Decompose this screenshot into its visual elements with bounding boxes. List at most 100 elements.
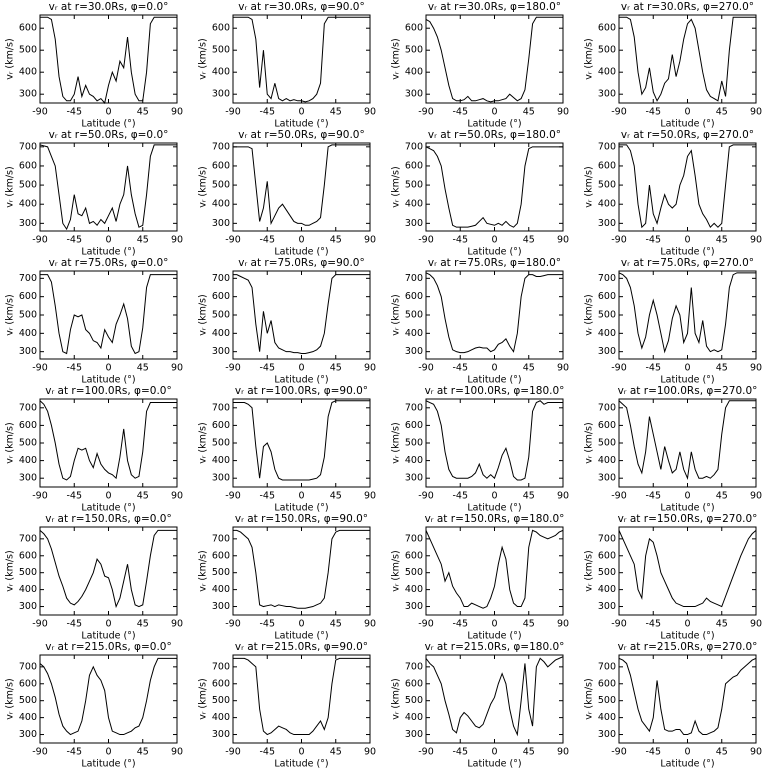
x-axis-label: Latitude (°) — [81, 247, 135, 258]
y-tick-label: 600 — [598, 550, 616, 561]
panel: vᵣ at r=75.0Rs, φ=180.0° -90 -45 0 45 90 300 40… — [391, 257, 570, 386]
y-tick-label: 700 — [598, 661, 616, 672]
plot-frame — [618, 654, 757, 744]
panel: vᵣ at r=100.0Rs, φ=270.0° -90 -45 0 45 90 300 4… — [584, 385, 763, 514]
x-tick-label: 90 — [364, 619, 376, 630]
panel: vᵣ at r=30.0Rs, φ=90.0° -90 -45 0 45 90 300 400… — [198, 1, 377, 130]
y-tick-label: 500 — [598, 438, 616, 449]
y-tick-label: 300 — [405, 346, 423, 357]
chart-title: vᵣ at r=100.0Rs, φ=180.0° — [425, 385, 565, 397]
x-tick-label: -90 — [32, 363, 48, 374]
y-tick-label: 400 — [598, 712, 616, 723]
x-tick-label: 0 — [298, 747, 304, 758]
y-tick-label: 500 — [19, 45, 37, 56]
y-axis-label: vᵣ (km/s) — [5, 550, 16, 591]
y-tick-label: 500 — [405, 180, 423, 191]
y-tick-label: 400 — [598, 67, 616, 78]
y-tick-label: 600 — [19, 678, 37, 689]
x-tick-label: 45 — [716, 619, 728, 630]
data-line — [39, 400, 177, 481]
data-line — [425, 146, 563, 228]
panel: vᵣ at r=215.0Rs, φ=90.0° -90 -45 0 45 90 300 40… — [198, 641, 377, 768]
x-tick-label: 0 — [298, 491, 304, 502]
plot-frame — [618, 270, 757, 360]
x-tick-label: 45 — [716, 235, 728, 246]
x-tick-label: 0 — [105, 619, 111, 630]
chart-title: vᵣ at r=50.0Rs, φ=180.0° — [428, 129, 561, 141]
x-tick-label: -90 — [611, 107, 627, 118]
y-axis-label: vᵣ (km/s) — [5, 422, 16, 463]
panel: vᵣ at r=150.0Rs, φ=90.0° -90 -45 0 45 90 300 40… — [198, 513, 377, 642]
y-tick-label: 600 — [405, 420, 423, 431]
x-tick-label: 45 — [716, 747, 728, 758]
y-tick-label: 700 — [19, 273, 37, 284]
x-tick-label: 90 — [171, 619, 183, 630]
x-tick-label: 90 — [171, 107, 183, 118]
x-tick-label: 0 — [491, 363, 497, 374]
y-tick-label: 400 — [212, 712, 230, 723]
x-tick-label: 45 — [523, 619, 535, 630]
x-tick-label: -90 — [225, 491, 241, 502]
panel: vᵣ at r=50.0Rs, φ=180.0° -90 -45 0 45 90 300 40… — [391, 129, 570, 258]
x-tick-label: 45 — [137, 235, 149, 246]
y-tick-label: 500 — [405, 310, 423, 321]
x-tick-label: 90 — [364, 235, 376, 246]
y-tick-label: 700 — [19, 533, 37, 544]
y-tick-label: 300 — [212, 218, 230, 229]
y-tick-label: 700 — [405, 661, 423, 672]
plot-frame — [39, 270, 178, 360]
y-tick-label: 400 — [405, 199, 423, 210]
y-tick-label: 300 — [212, 473, 230, 484]
y-tick-label: 700 — [405, 273, 423, 284]
plot-frame — [618, 398, 757, 488]
x-tick-label: -45 — [452, 363, 468, 374]
chart-title: vᵣ at r=30.0Rs, φ=270.0° — [621, 1, 754, 13]
y-tick-label: 300 — [598, 601, 616, 612]
y-tick-label: 300 — [19, 601, 37, 612]
y-tick-label: 600 — [212, 550, 230, 561]
y-tick-label: 700 — [212, 533, 230, 544]
y-tick-label: 500 — [212, 180, 230, 191]
data-line — [39, 529, 177, 609]
y-axis-label: vᵣ (km/s) — [584, 294, 595, 335]
y-tick-label: 700 — [212, 273, 230, 284]
x-tick-label: 45 — [330, 235, 342, 246]
plot-frame — [232, 398, 371, 488]
data-line — [618, 272, 756, 354]
x-axis-label: Latitude (°) — [81, 503, 135, 514]
panel: vᵣ at r=30.0Rs, φ=270.0° -90 -45 0 45 90 300 40… — [584, 1, 763, 130]
y-tick-label: 300 — [598, 346, 616, 357]
x-tick-label: -45 — [259, 619, 275, 630]
x-tick-label: -45 — [645, 235, 661, 246]
x-tick-label: -90 — [225, 363, 241, 374]
y-tick-label: 600 — [19, 160, 37, 171]
x-tick-label: 0 — [684, 619, 690, 630]
x-tick-label: -90 — [225, 107, 241, 118]
y-tick-label: 300 — [405, 601, 423, 612]
panel: vᵣ at r=30.0Rs, φ=0.0° -90 -45 0 45 90 300 400 5… — [5, 1, 184, 130]
x-tick-label: 45 — [523, 747, 535, 758]
x-axis-label: Latitude (°) — [467, 503, 521, 514]
panel: vᵣ at r=215.0Rs, φ=270.0° -90 -45 0 45 90 300 4… — [584, 641, 763, 768]
x-axis-label: Latitude (°) — [660, 631, 714, 642]
x-tick-label: 0 — [491, 107, 497, 118]
x-tick-label: 90 — [750, 619, 762, 630]
plot-frame — [39, 14, 178, 104]
x-tick-label: 90 — [750, 491, 762, 502]
x-axis-label: Latitude (°) — [660, 759, 714, 768]
panel: vᵣ at r=150.0Rs, φ=180.0° -90 -45 0 45 90 300 4… — [391, 513, 570, 642]
x-tick-label: 0 — [491, 235, 497, 246]
x-tick-label: 0 — [298, 107, 304, 118]
y-tick-label: 500 — [19, 695, 37, 706]
x-tick-label: -45 — [645, 619, 661, 630]
panel: vᵣ at r=100.0Rs, φ=90.0° -90 -45 0 45 90 300 40… — [198, 385, 377, 514]
panel: vᵣ at r=50.0Rs, φ=90.0° -90 -45 0 45 90 300 400… — [198, 129, 377, 258]
y-axis-label: vᵣ (km/s) — [5, 294, 16, 335]
y-axis-label: vᵣ (km/s) — [391, 294, 402, 335]
plot-frame — [425, 142, 564, 232]
y-tick-label: 600 — [598, 291, 616, 302]
y-tick-label: 600 — [212, 678, 230, 689]
y-tick-label: 600 — [598, 678, 616, 689]
x-tick-label: 90 — [364, 491, 376, 502]
x-tick-label: -45 — [66, 619, 82, 630]
